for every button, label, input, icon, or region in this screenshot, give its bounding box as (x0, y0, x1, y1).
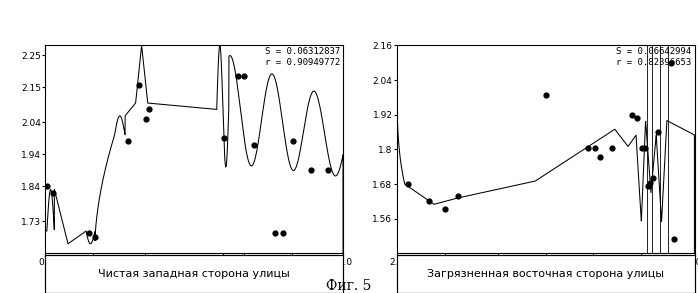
Point (305, 168, 316, 173)
Point (277, 230, 288, 235)
Point (637, 146, 648, 150)
Point (41, 184, 52, 189)
Point (594, 154, 605, 159)
Point (270, 230, 281, 235)
Point (645, 180, 656, 185)
Point (653, 130, 664, 134)
Point (452, 193, 463, 198)
Text: Чистая западная сторона улицы: Чистая западная сторона улицы (98, 269, 290, 279)
Point (648, 176, 659, 181)
Point (239, 74, 250, 78)
Point (439, 206, 450, 211)
Point (669, 237, 680, 241)
Point (232, 74, 244, 78)
Point (144, 107, 155, 112)
Point (89, 235, 101, 240)
Point (47, 190, 59, 195)
Point (403, 182, 414, 186)
Point (607, 146, 618, 150)
Text: S = 0.06312837
r = 0.90949772: S = 0.06312837 r = 0.90949772 (265, 47, 340, 67)
Text: S = 0.06642994
r = 0.82396653: S = 0.06642994 r = 0.82396653 (616, 47, 692, 67)
Point (83, 230, 94, 235)
Point (248, 142, 260, 147)
Text: Загрязненная восточная сторона улицы: Загрязненная восточная сторона улицы (427, 269, 664, 279)
Point (642, 183, 653, 188)
Point (322, 168, 334, 173)
Point (287, 139, 298, 144)
Point (540, 92, 551, 97)
Point (218, 136, 230, 141)
Text: Фиг. 5: Фиг. 5 (326, 279, 372, 293)
Point (632, 115, 643, 120)
Point (423, 199, 434, 204)
Point (626, 113, 637, 117)
Point (589, 146, 600, 150)
Point (133, 83, 144, 88)
Point (123, 139, 134, 144)
Point (140, 117, 151, 121)
Point (665, 60, 676, 65)
Point (639, 146, 651, 150)
Point (583, 146, 594, 150)
